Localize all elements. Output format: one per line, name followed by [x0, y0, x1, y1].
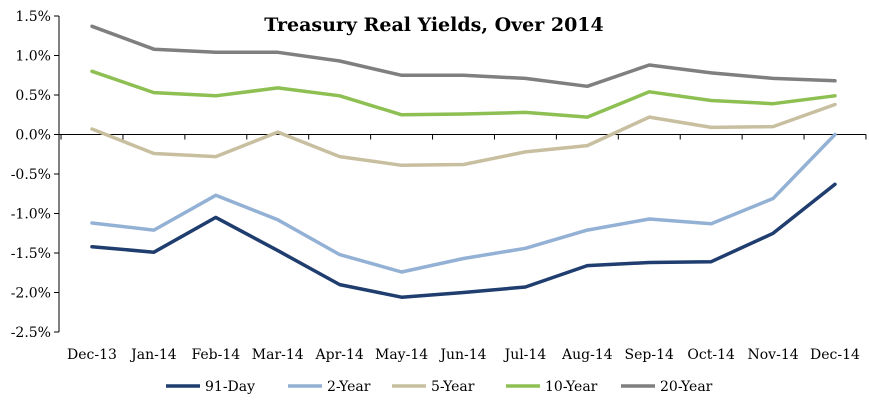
- legend-label: 10-Year: [545, 379, 598, 395]
- x-tick-label: May-14: [375, 347, 428, 363]
- series-line-20-year: [90, 24, 837, 89]
- legend-item: 5-Year: [392, 379, 475, 395]
- y-tick-label: -1.0%: [11, 207, 51, 223]
- legend-item: 91-Day: [166, 379, 255, 395]
- legend: 91-Day 2-Year 5-Year 10-Year 20-Year: [166, 379, 713, 395]
- x-tick-label: Jun-14: [438, 347, 486, 363]
- x-tick-label: Aug-14: [561, 347, 613, 363]
- x-tick-label: Nov-14: [748, 347, 799, 363]
- legend-item: 20-Year: [621, 379, 713, 395]
- axes: 1.5% 1.0% 0.5% 0.0% -0.5% -1.0% -1.5% -2.0% -2.5…: [11, 9, 867, 363]
- y-tick-label: -2.0%: [11, 286, 51, 302]
- series-line-91-day: [90, 182, 837, 299]
- y-tick-label: -2.5%: [11, 325, 51, 341]
- series-line-2-year: [90, 132, 837, 274]
- y-tick-label: 1.5%: [15, 9, 51, 25]
- y-tick-label: -1.5%: [11, 246, 51, 262]
- series-line-5-year: [90, 102, 837, 168]
- x-tick-label: Jul-14: [503, 347, 547, 363]
- y-tick-label: -0.5%: [11, 167, 51, 183]
- x-tick-label: Apr-14: [315, 347, 364, 363]
- legend-label: 5-Year: [431, 379, 475, 395]
- x-tick-label: Dec-13: [67, 347, 117, 363]
- x-tick-label: Dec-14: [810, 347, 860, 363]
- y-tick-label: 0.0%: [15, 128, 51, 144]
- legend-label: 91-Day: [205, 379, 255, 395]
- y-tick-label: 0.5%: [15, 88, 51, 104]
- series-lines: [90, 24, 837, 299]
- chart-title: Treasury Real Yields, Over 2014: [264, 14, 604, 36]
- legend-label: 2-Year: [327, 379, 371, 395]
- x-tick-label: Feb-14: [191, 347, 240, 363]
- x-tick-label: Oct-14: [687, 347, 735, 363]
- x-tick-label: Sep-14: [625, 347, 674, 363]
- y-tick-label: 1.0%: [15, 49, 51, 65]
- legend-label: 20-Year: [660, 379, 713, 395]
- series-line-10-year: [90, 69, 837, 119]
- legend-item: 2-Year: [288, 379, 371, 395]
- x-tick-label: Jan-14: [129, 347, 177, 363]
- x-tick-label: Mar-14: [252, 347, 304, 363]
- legend-item: 10-Year: [506, 379, 598, 395]
